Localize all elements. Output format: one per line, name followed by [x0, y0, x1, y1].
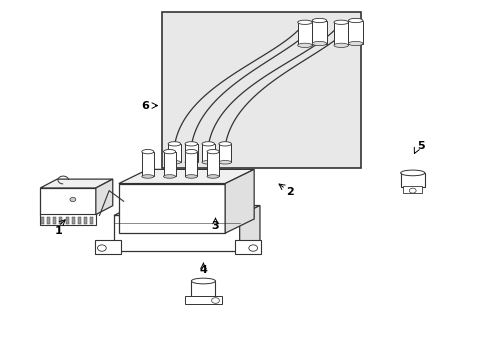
- Bar: [185, 152, 197, 176]
- Circle shape: [408, 188, 415, 193]
- Ellipse shape: [333, 43, 348, 48]
- Ellipse shape: [185, 149, 197, 154]
- Ellipse shape: [184, 161, 197, 164]
- Bar: [234, 240, 261, 255]
- Bar: [53, 217, 56, 224]
- Ellipse shape: [163, 149, 175, 154]
- Ellipse shape: [142, 175, 154, 178]
- Bar: [142, 152, 154, 176]
- Bar: [72, 217, 75, 224]
- Ellipse shape: [219, 142, 231, 146]
- Bar: [168, 144, 180, 162]
- Bar: [162, 12, 360, 168]
- Ellipse shape: [297, 20, 311, 24]
- Ellipse shape: [311, 41, 326, 46]
- Bar: [311, 21, 326, 44]
- Bar: [47, 217, 50, 224]
- Bar: [184, 296, 222, 304]
- Bar: [119, 184, 224, 233]
- Ellipse shape: [191, 278, 215, 284]
- Bar: [400, 173, 424, 187]
- Bar: [402, 186, 422, 193]
- Polygon shape: [114, 206, 260, 215]
- Ellipse shape: [168, 142, 180, 146]
- Polygon shape: [224, 169, 254, 233]
- Bar: [202, 144, 214, 162]
- Ellipse shape: [185, 175, 197, 178]
- Bar: [95, 240, 121, 255]
- Ellipse shape: [142, 149, 154, 154]
- Text: 1: 1: [54, 226, 62, 237]
- Ellipse shape: [219, 161, 231, 164]
- Ellipse shape: [348, 41, 362, 46]
- Bar: [41, 217, 44, 224]
- Bar: [40, 188, 96, 215]
- Ellipse shape: [400, 170, 424, 176]
- Polygon shape: [96, 179, 113, 215]
- Bar: [114, 215, 239, 251]
- Bar: [333, 22, 348, 45]
- Ellipse shape: [333, 20, 348, 24]
- Ellipse shape: [202, 142, 214, 146]
- Bar: [163, 152, 175, 176]
- Ellipse shape: [348, 18, 362, 23]
- Bar: [297, 22, 311, 45]
- Ellipse shape: [206, 175, 219, 178]
- Bar: [206, 152, 219, 176]
- Bar: [40, 214, 96, 225]
- Bar: [184, 144, 197, 162]
- Ellipse shape: [202, 161, 214, 164]
- Ellipse shape: [184, 142, 197, 146]
- Bar: [191, 281, 215, 297]
- Ellipse shape: [297, 43, 311, 48]
- Text: 6: 6: [141, 100, 149, 111]
- Bar: [84, 217, 87, 224]
- Ellipse shape: [163, 175, 175, 178]
- Circle shape: [97, 245, 106, 251]
- Bar: [78, 217, 81, 224]
- Circle shape: [70, 197, 76, 202]
- Ellipse shape: [206, 149, 219, 154]
- Text: 2: 2: [286, 188, 294, 197]
- Text: 5: 5: [416, 141, 424, 151]
- Ellipse shape: [168, 161, 180, 164]
- Polygon shape: [40, 179, 113, 188]
- Circle shape: [211, 298, 219, 303]
- Polygon shape: [119, 169, 254, 184]
- Bar: [348, 21, 362, 44]
- Bar: [59, 217, 62, 224]
- Ellipse shape: [311, 18, 326, 23]
- Bar: [219, 144, 231, 162]
- Bar: [65, 217, 68, 224]
- Text: 3: 3: [211, 221, 219, 231]
- Bar: [90, 217, 93, 224]
- Circle shape: [248, 245, 257, 251]
- Text: 4: 4: [199, 265, 207, 275]
- Polygon shape: [239, 206, 260, 251]
